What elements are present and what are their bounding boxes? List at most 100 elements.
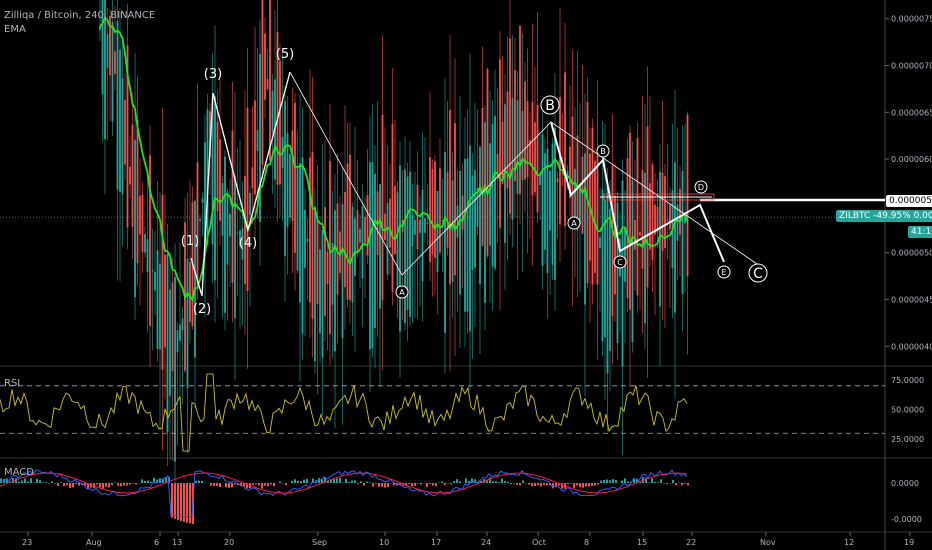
candle-body <box>564 72 566 227</box>
macd-histogram-bar <box>531 483 533 486</box>
macd-histogram-bar <box>582 483 584 488</box>
wave-label: (3) <box>204 67 222 82</box>
candle-body <box>591 127 594 285</box>
macd-histogram-bar <box>267 483 269 487</box>
macd-histogram-bar <box>45 482 47 483</box>
candle-body <box>649 183 651 250</box>
time-tick-label: 22 <box>686 538 696 547</box>
candle-body <box>496 154 499 178</box>
macd-histogram-bar <box>135 483 137 485</box>
time-tick-label: 24 <box>481 538 491 547</box>
macd-histogram-bar <box>366 481 368 483</box>
macd-histogram-bar <box>147 480 149 483</box>
macd-histogram-bar <box>666 483 668 484</box>
candle-body <box>429 157 431 263</box>
macd-histogram-bar <box>165 477 167 483</box>
candle-body <box>661 172 664 251</box>
macd-histogram-bar <box>39 480 41 483</box>
candle-body <box>251 167 254 188</box>
macd-histogram-bar <box>282 483 284 484</box>
time-tick-label: Oct <box>532 538 546 547</box>
candle-body <box>434 161 436 258</box>
candle-body <box>546 148 549 274</box>
chart-title: Zilliqa / Bitcoin, 240, BINANCE <box>4 10 156 21</box>
macd-histogram-bar <box>411 483 413 487</box>
candle-body <box>219 139 221 221</box>
candle-body <box>659 171 661 307</box>
macd-histogram-bar <box>60 482 62 483</box>
candle-body <box>136 119 139 264</box>
macd-histogram-bar <box>546 483 548 486</box>
macd-histogram-bar <box>153 477 155 483</box>
candle-body <box>511 98 514 220</box>
macd-histogram-bar <box>318 478 320 483</box>
macd-histogram-bar <box>636 478 638 483</box>
candle-body <box>489 143 491 246</box>
candle-body <box>596 155 599 285</box>
candle-body <box>201 198 204 203</box>
macd-histogram-bar <box>36 478 38 483</box>
macd-histogram-bar <box>585 483 587 487</box>
candle-body <box>116 21 119 190</box>
rsi-pane-label: RSI <box>4 378 21 389</box>
line-price-label: 0.00000548 <box>886 195 932 207</box>
candle-body <box>559 97 561 225</box>
candle-body <box>394 186 396 255</box>
candle-body <box>416 184 419 250</box>
candle-body <box>221 183 224 236</box>
macd-histogram-bar <box>168 477 170 483</box>
wave-label: C <box>753 266 763 282</box>
macd-histogram-bar <box>351 480 353 483</box>
macd-histogram-bar <box>357 483 359 484</box>
candle-body <box>354 218 356 276</box>
candle-body <box>169 289 171 397</box>
macd-histogram-bar <box>90 483 92 488</box>
time-tick-label: Sep <box>312 538 327 547</box>
candle-body <box>621 180 624 367</box>
macd-histogram-bar <box>177 483 179 520</box>
macd-histogram-bar <box>498 482 500 483</box>
candle-body <box>571 116 574 225</box>
candle-body <box>109 16 111 76</box>
candle-body <box>604 200 606 338</box>
macd-histogram-bar <box>687 483 689 486</box>
macd-histogram-bar <box>3 478 5 483</box>
candle-body <box>144 234 146 253</box>
macd-histogram-bar <box>420 483 422 485</box>
candle-body <box>534 122 536 193</box>
candle-body <box>439 168 441 253</box>
macd-histogram-bar <box>495 481 497 483</box>
candle-body <box>444 152 446 334</box>
candle-body <box>321 230 324 358</box>
macd-histogram-bar <box>264 483 266 486</box>
macd-histogram-bar <box>336 478 338 483</box>
macd-histogram-bar <box>27 481 29 483</box>
candle-body <box>329 161 331 334</box>
macd-histogram-bar <box>123 483 125 486</box>
macd-histogram-bar <box>129 483 131 485</box>
candle-body <box>536 104 539 213</box>
candle-body <box>441 219 444 222</box>
candle-body <box>319 249 321 334</box>
macd-histogram-bar <box>624 478 626 483</box>
wave-label-circle <box>395 285 409 299</box>
macd-histogram-bar <box>111 483 113 486</box>
candle-body <box>664 176 666 248</box>
candle-body <box>309 157 311 303</box>
candle-body <box>629 132 631 310</box>
macd-histogram-bar <box>270 483 272 485</box>
candle-body <box>154 271 156 291</box>
candle-body <box>151 269 154 272</box>
candle-body <box>209 111 211 158</box>
macd-histogram-bar <box>648 482 650 483</box>
macd-histogram-bar <box>6 478 8 483</box>
time-tick-label: 13 <box>172 538 182 547</box>
wave-label: B <box>600 147 606 156</box>
countdown-badge: 41:13 <box>908 226 932 238</box>
macd-histogram-bar <box>453 481 455 483</box>
macd-histogram-bar <box>279 481 281 483</box>
rsi-tick-label: 50.0000 <box>891 406 924 415</box>
